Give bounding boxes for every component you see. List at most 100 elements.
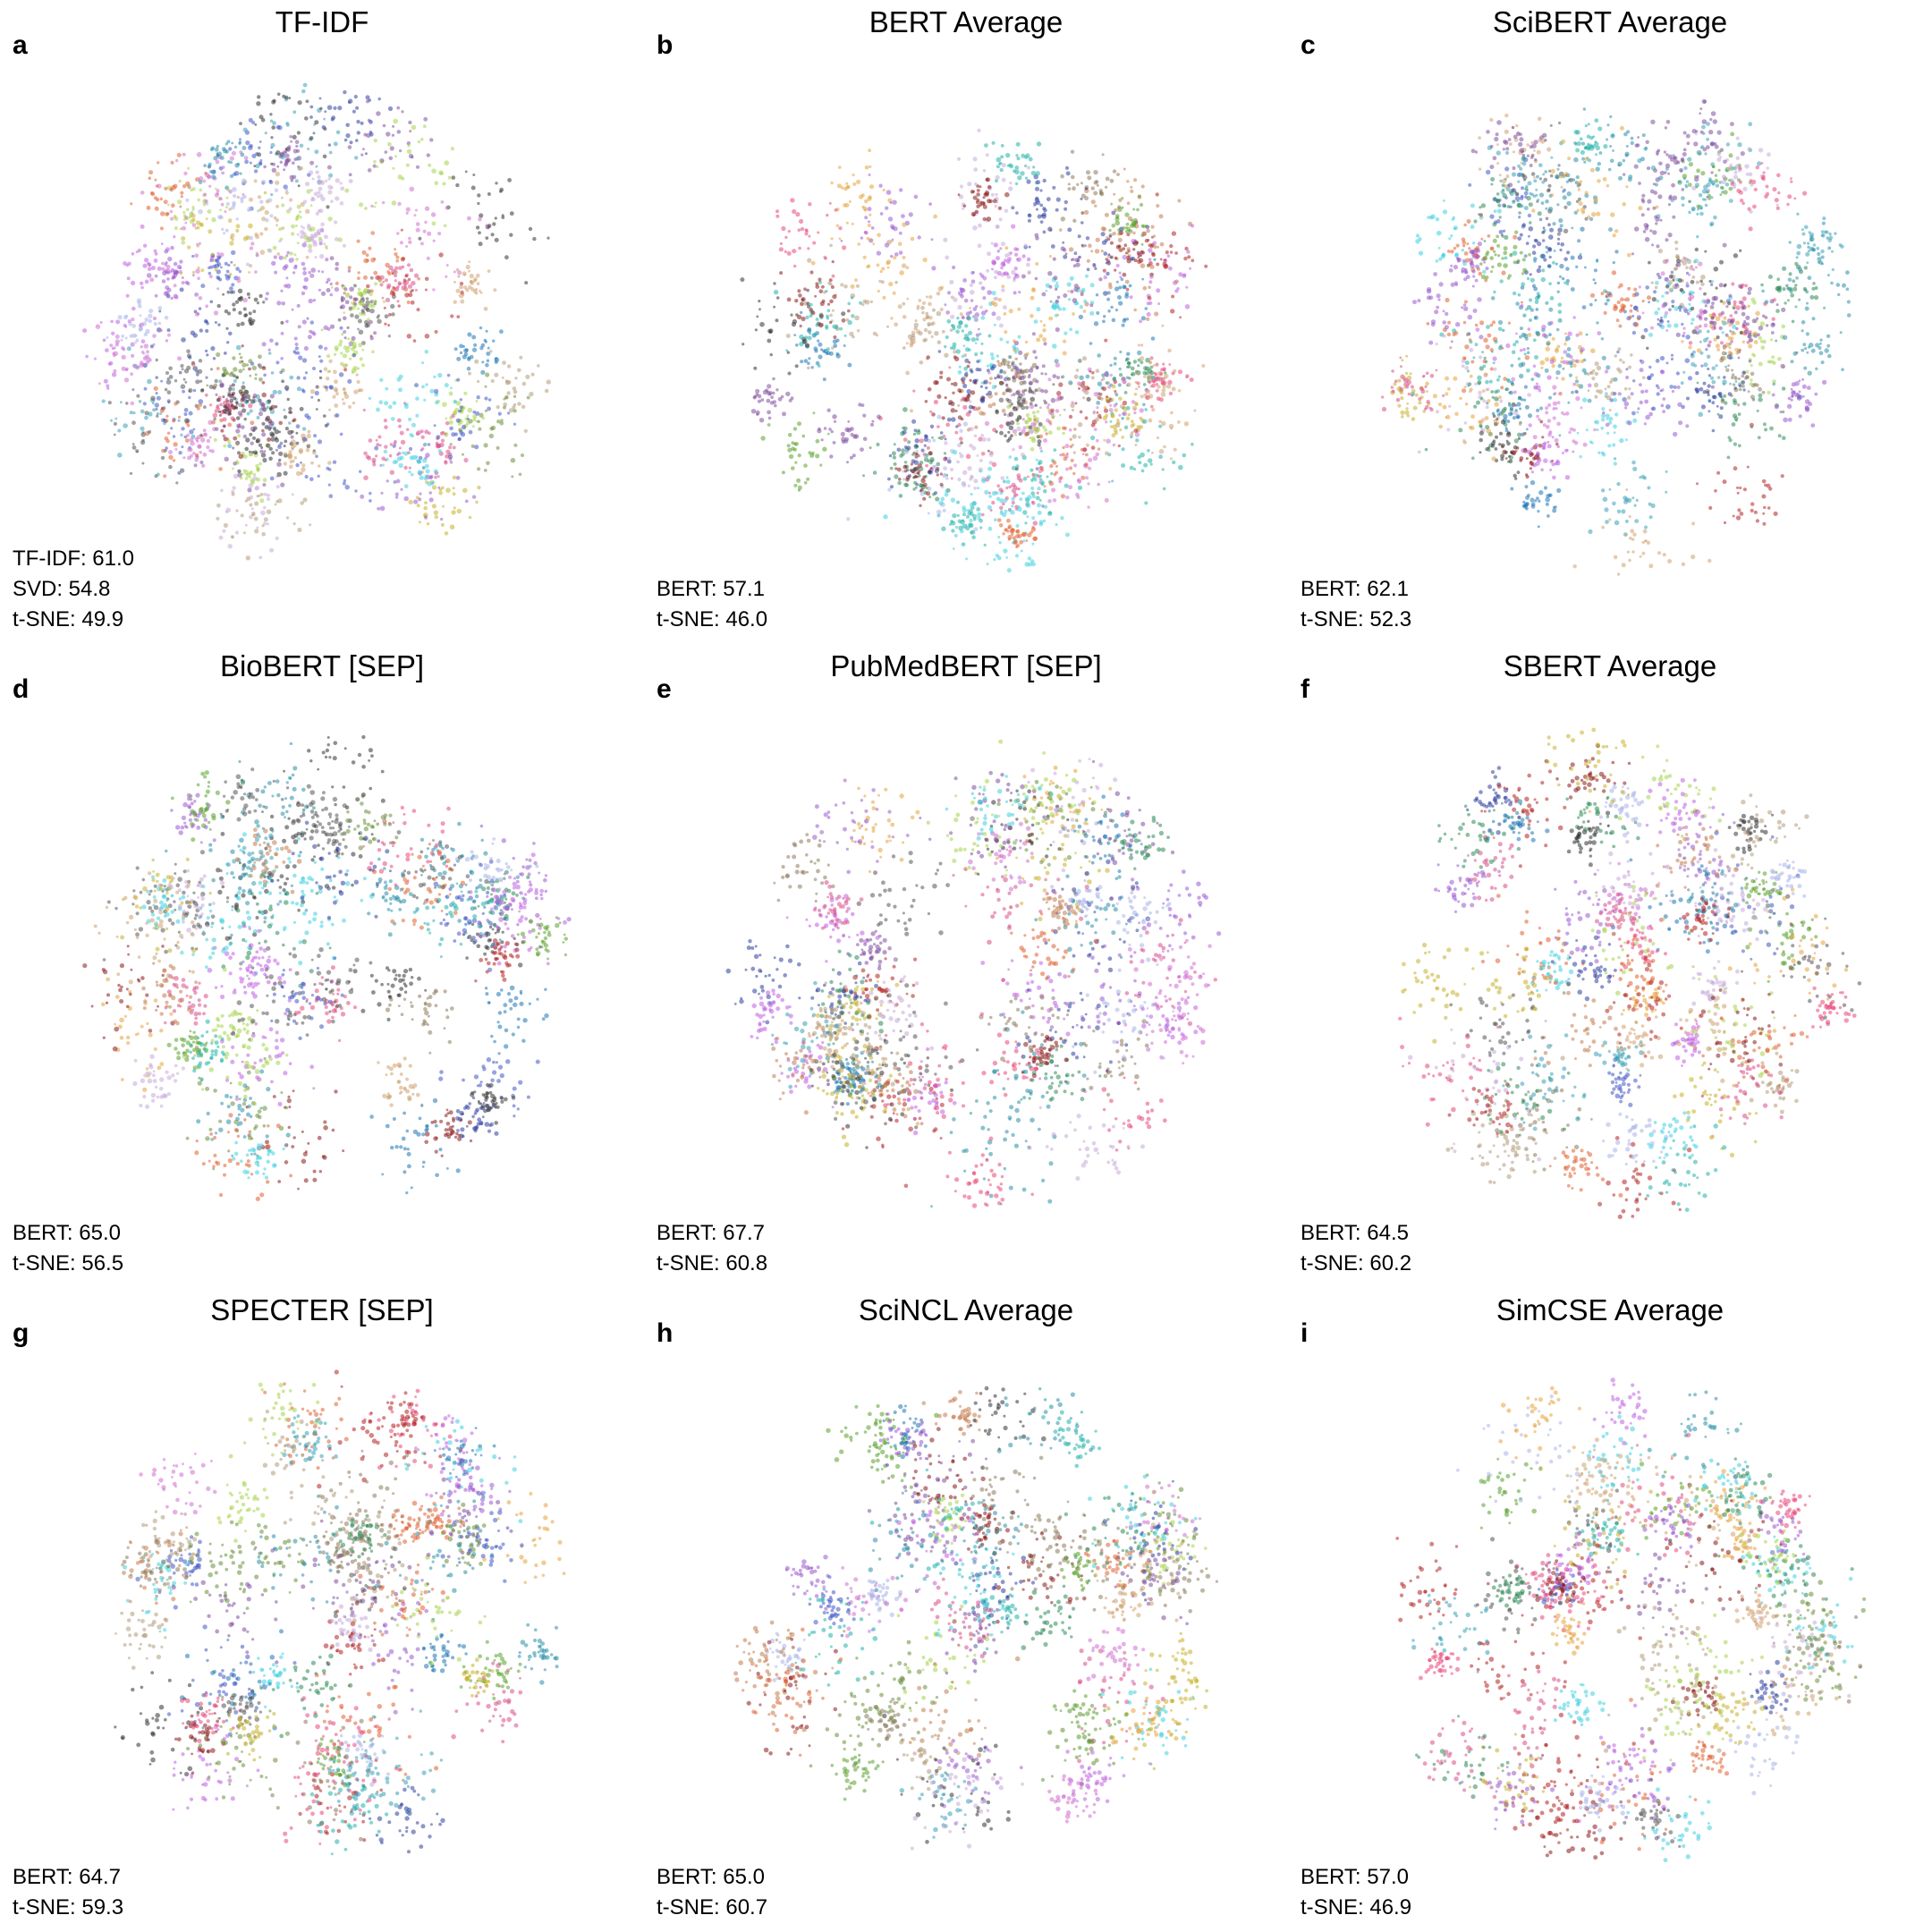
scatter-point <box>1009 419 1015 426</box>
scatter-point <box>373 138 377 143</box>
scatter-point <box>962 278 967 283</box>
scatter-point <box>775 214 780 218</box>
scatter-point <box>915 449 919 453</box>
scatter-point <box>1011 496 1015 501</box>
scatter-point <box>979 526 983 530</box>
scatter-point <box>788 453 794 460</box>
scatter-point <box>976 360 980 363</box>
scatter-point <box>445 487 451 493</box>
scatter-point <box>902 478 906 481</box>
scatter-point <box>121 366 126 371</box>
scatter-point <box>245 555 250 561</box>
scatter-point <box>245 437 250 443</box>
scatter-point <box>894 474 899 479</box>
scatter-point <box>255 163 260 169</box>
scatter-point <box>477 467 481 471</box>
scatter-point <box>410 300 415 305</box>
scatter-point <box>398 374 403 379</box>
cluster <box>131 377 204 475</box>
scatter-point <box>359 311 363 316</box>
scatter-point <box>140 345 143 349</box>
scatter-point <box>1005 556 1008 559</box>
scatter-point <box>235 228 240 233</box>
scatter-point <box>934 331 939 336</box>
scatter-point <box>261 428 265 433</box>
scatter-point <box>921 301 927 305</box>
scatter-point <box>965 411 971 417</box>
scatter-point <box>357 276 360 280</box>
scatter-point <box>227 411 232 416</box>
scatter-point <box>319 106 323 110</box>
scatter-point <box>1158 214 1164 219</box>
scatter-point <box>143 386 148 391</box>
scatter-point <box>226 290 231 294</box>
scatter-point <box>500 419 504 422</box>
scatter-point <box>401 176 405 181</box>
scatter-point <box>240 356 243 360</box>
scatter-point <box>1036 337 1041 343</box>
scatter-point <box>309 170 314 175</box>
scatter-point <box>326 422 330 427</box>
scatter-point <box>1087 505 1090 509</box>
scatter-point <box>828 428 832 431</box>
scatter-point <box>296 131 301 135</box>
scatter-point <box>1123 391 1128 394</box>
scatter-point <box>368 396 372 401</box>
scatter-point <box>1021 153 1026 158</box>
cluster <box>173 191 267 276</box>
scatter-point <box>1151 383 1156 388</box>
scatter-point <box>159 412 163 415</box>
scatter-point <box>1062 241 1065 244</box>
scatter-point <box>1058 413 1062 417</box>
scatter-point <box>1114 286 1120 292</box>
scatter-point <box>244 523 248 527</box>
scatter-point <box>298 210 302 214</box>
scatter-point <box>297 325 301 329</box>
scatter-point <box>991 311 996 317</box>
scatter-point <box>222 434 226 438</box>
scatter-point <box>1015 493 1019 497</box>
scatter-point <box>148 263 151 267</box>
scatter-point <box>946 377 951 382</box>
scatter-point <box>864 300 870 305</box>
scatter-point <box>1031 501 1036 505</box>
scatter-point <box>1035 473 1038 477</box>
scatter-point <box>965 453 971 460</box>
scatter-point <box>807 247 810 250</box>
scatter-point <box>182 377 186 381</box>
scatter-point <box>467 407 473 413</box>
scatter-point <box>172 419 176 423</box>
scatter-point <box>924 400 928 403</box>
scatter-point <box>1016 157 1021 161</box>
scatter-point <box>979 470 982 473</box>
scatter-point <box>226 311 232 316</box>
scatter-point <box>1030 559 1035 564</box>
scatter-point <box>103 378 108 384</box>
scatter-point <box>1042 328 1046 333</box>
scatter-point <box>931 412 936 417</box>
scatter-point <box>229 290 233 294</box>
scatter-point <box>450 314 454 318</box>
scatter-point <box>235 217 239 221</box>
scatter-point <box>420 435 425 439</box>
scatter-point <box>477 201 480 206</box>
scatter-point <box>143 343 149 349</box>
panel-letter: a <box>13 30 28 61</box>
scatter-point <box>415 432 419 436</box>
scatter-point <box>1106 236 1108 239</box>
cluster <box>1136 356 1194 409</box>
scatter-point <box>399 149 402 153</box>
scatter-point <box>965 557 969 561</box>
scatter-point <box>318 344 323 350</box>
scatter-point <box>850 296 854 300</box>
scatter-point <box>402 451 405 454</box>
scatter-point <box>1102 386 1107 392</box>
cluster <box>846 414 997 531</box>
scatter-point <box>1006 377 1011 381</box>
scatter-point <box>267 425 271 429</box>
scatter-point <box>819 301 825 307</box>
scatter-point <box>329 256 335 261</box>
scatter-point <box>431 504 436 509</box>
scatter-point <box>1102 319 1106 324</box>
scatter-point <box>1171 371 1175 376</box>
